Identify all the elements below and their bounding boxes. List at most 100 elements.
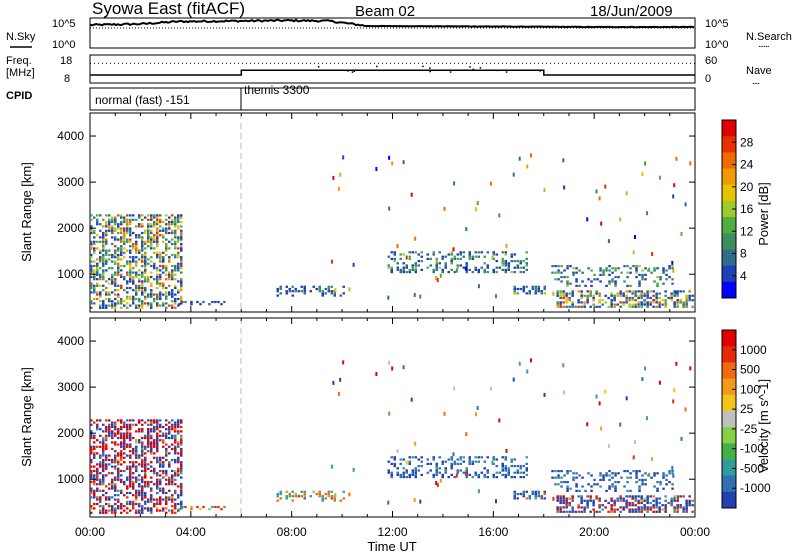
noise-left-label: N.Sky — [6, 31, 36, 43]
velocity-echo-cell — [171, 469, 174, 473]
velocity-echo-cell — [560, 481, 563, 484]
power-echo-cell — [658, 175, 661, 180]
power-echo-cell — [605, 267, 608, 270]
velocity-echo-cell — [117, 428, 120, 431]
velocity-echo-cell — [150, 430, 153, 433]
velocity-echo-cell — [593, 483, 596, 486]
power-echo-cell — [658, 292, 661, 295]
power-echo-cell — [138, 273, 141, 276]
velocity-echo-cell — [471, 462, 474, 465]
power-echo-cell — [507, 266, 510, 269]
power-echo-cell — [147, 262, 150, 265]
power-echo-cell — [589, 294, 592, 297]
power-echo-cell — [120, 275, 123, 279]
velocity-echo-cell — [180, 430, 183, 433]
power-echo-cell — [108, 278, 111, 281]
velocity-echo-cell — [90, 447, 93, 451]
power-echo-cell — [99, 223, 102, 226]
power-echo-cell — [99, 240, 102, 243]
velocity-echo-cell — [174, 436, 177, 440]
power-colorbar-tick-label: 20 — [740, 180, 754, 194]
velocity-echo-cell — [665, 474, 668, 477]
power-echo-cell — [483, 268, 486, 271]
velocity-echo-cell — [429, 469, 432, 472]
power-echo-cell — [635, 269, 638, 272]
power-echo-cell — [102, 302, 105, 305]
power-echo-cell — [90, 229, 93, 232]
velocity-echo-cell — [525, 490, 528, 493]
velocity-echo-cell — [492, 456, 495, 459]
power-echo-cell — [598, 292, 601, 295]
power-echo-cell — [156, 227, 159, 230]
power-echo-cell — [156, 216, 159, 219]
velocity-echo-cell — [670, 501, 673, 505]
power-echo-cell — [180, 267, 183, 270]
velocity-echo-cell — [634, 499, 637, 502]
power-echo-cell — [581, 280, 584, 283]
velocity-echo-cell — [132, 500, 135, 503]
velocity-echo-cell — [132, 436, 135, 440]
velocity-echo-cell — [150, 480, 153, 484]
velocity-echo-cell — [141, 447, 144, 451]
velocity-echo-cell — [638, 489, 641, 492]
velocity-echo-cell — [522, 492, 525, 496]
velocity-echo-cell — [653, 472, 656, 475]
power-echo-cell — [590, 269, 593, 272]
power-echo-cell — [486, 264, 489, 267]
velocity-echo-cell — [623, 485, 626, 488]
power-echo-cell — [132, 275, 135, 279]
power-echo-cell — [682, 303, 685, 306]
power-colorbar-tick-label: 28 — [740, 135, 754, 149]
power-echo-cell — [99, 291, 102, 294]
velocity-echo-cell — [616, 508, 619, 511]
velocity-echo-cell — [605, 489, 608, 492]
power-echo-cell — [303, 285, 306, 288]
velocity-echo-cell — [638, 487, 641, 490]
power-echo-cell — [559, 301, 562, 304]
power-echo-cell — [656, 267, 659, 270]
power-echo-cell — [144, 297, 147, 301]
power-echo-cell — [126, 260, 129, 263]
power-echo-cell — [652, 299, 655, 302]
power-colorbar-tick-label: 8 — [740, 247, 747, 261]
velocity-echo-cell — [144, 461, 147, 464]
velocity-echo-cell — [646, 497, 649, 500]
velocity-echo-cell — [102, 461, 105, 464]
velocity-echo-cell — [602, 476, 605, 479]
velocity-echo-cell — [577, 506, 580, 509]
velocity-echo-cell — [141, 441, 144, 444]
power-echo-cell — [150, 264, 153, 268]
velocity-echo-cell — [156, 507, 159, 510]
velocity-echo-cell — [465, 469, 468, 472]
velocity-echo-cell — [117, 452, 120, 455]
velocity-echo-cell — [675, 495, 678, 500]
power-echo-cell — [459, 253, 462, 256]
power-echo-cell — [180, 286, 183, 290]
velocity-echo-cell — [556, 510, 559, 513]
velocity-echo-cell — [111, 505, 114, 508]
velocity-echo-cell — [156, 456, 159, 459]
power-echo-cell — [670, 292, 673, 295]
power-echo-cell — [629, 271, 632, 274]
power-echo-cell — [162, 256, 165, 259]
power-echo-cell — [540, 292, 543, 295]
velocity-echo-cell — [551, 476, 554, 479]
power-echo-cell — [626, 265, 629, 268]
power-echo-cell — [492, 251, 495, 254]
power-echo-cell — [111, 227, 114, 230]
velocity-echo-cell — [589, 495, 592, 498]
power-echo-cell — [114, 249, 117, 252]
power-echo-cell — [595, 305, 598, 308]
velocity-echo-cell — [141, 463, 144, 466]
velocity-echo-cell — [668, 472, 671, 475]
power-echo-cell — [665, 269, 668, 272]
velocity-echo-cell — [420, 460, 423, 463]
velocity-echo-cell — [616, 497, 619, 500]
power-echo-cell — [126, 214, 129, 217]
velocity-echo-cell — [682, 495, 685, 498]
velocity-echo-cell — [147, 498, 150, 501]
power-echo-cell — [522, 285, 525, 288]
power-echo-cell — [583, 294, 586, 297]
velocity-echo-cell — [147, 463, 150, 466]
nave-dot — [351, 71, 354, 73]
